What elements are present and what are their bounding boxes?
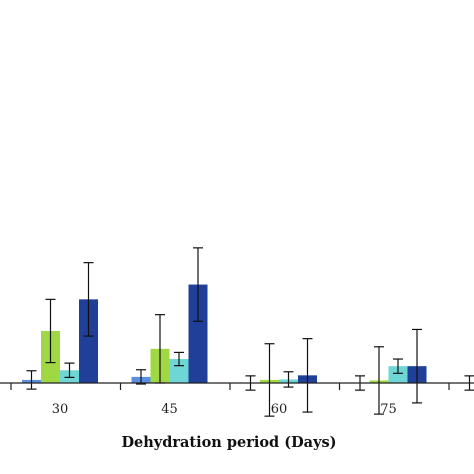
bar (169, 359, 189, 383)
x-axis-tick-labels: 30 45 60 75 (52, 402, 397, 417)
error-bar (264, 343, 275, 417)
x-tick-label: 30 (52, 402, 69, 417)
error-bar (26, 370, 37, 390)
bar (388, 366, 408, 383)
error-bar (302, 338, 313, 413)
bars-group (22, 284, 427, 383)
error-bar (412, 328, 422, 404)
x-axis-ticks (10, 383, 450, 390)
x-tick-label: 45 (161, 402, 178, 417)
x-tick-label: 60 (271, 402, 288, 417)
x-tick-label: 75 (380, 402, 397, 417)
error-bar (45, 298, 56, 364)
bar (79, 299, 98, 383)
error-bar (136, 369, 146, 385)
bar (188, 284, 208, 383)
error-bar (174, 351, 184, 367)
error-bar (374, 346, 384, 415)
error-bar (283, 371, 294, 388)
error-bar (193, 247, 203, 322)
error-bar (393, 358, 403, 374)
x-axis-title: Dehydration period (Days) (121, 434, 336, 451)
error-bar (64, 362, 75, 378)
errorbars-group (26, 247, 474, 417)
error-bar (83, 262, 94, 337)
